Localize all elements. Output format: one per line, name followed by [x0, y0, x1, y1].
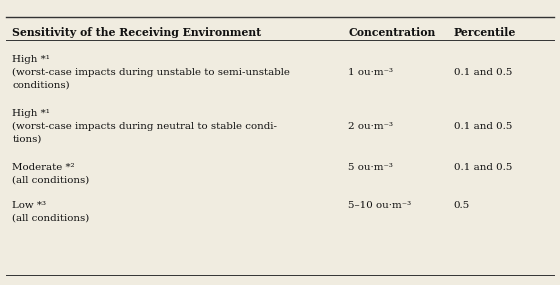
- Text: Low *³: Low *³: [12, 201, 46, 210]
- Text: 5–10 ou·m⁻³: 5–10 ou·m⁻³: [348, 201, 412, 210]
- Text: High *¹: High *¹: [12, 109, 50, 118]
- Text: 0.1 and 0.5: 0.1 and 0.5: [454, 122, 512, 131]
- Text: (all conditions): (all conditions): [12, 214, 90, 223]
- Text: (worst-case impacts during neutral to stable condi-: (worst-case impacts during neutral to st…: [12, 122, 277, 131]
- Text: 0.1 and 0.5: 0.1 and 0.5: [454, 68, 512, 77]
- Text: Sensitivity of the Receiving Environment: Sensitivity of the Receiving Environment: [12, 27, 262, 38]
- Text: Concentration: Concentration: [348, 27, 436, 38]
- Text: High *¹: High *¹: [12, 55, 50, 64]
- Text: Percentile: Percentile: [454, 27, 516, 38]
- Text: 0.5: 0.5: [454, 201, 470, 210]
- Text: 2 ou·m⁻³: 2 ou·m⁻³: [348, 122, 393, 131]
- Text: 1 ou·m⁻³: 1 ou·m⁻³: [348, 68, 393, 77]
- Text: tions): tions): [12, 135, 41, 144]
- Text: (all conditions): (all conditions): [12, 176, 90, 185]
- Text: 5 ou·m⁻³: 5 ou·m⁻³: [348, 163, 393, 172]
- Text: 0.1 and 0.5: 0.1 and 0.5: [454, 163, 512, 172]
- Text: Moderate *²: Moderate *²: [12, 163, 75, 172]
- Text: (worst-case impacts during unstable to semi-unstable: (worst-case impacts during unstable to s…: [12, 68, 290, 77]
- Text: conditions): conditions): [12, 81, 70, 90]
